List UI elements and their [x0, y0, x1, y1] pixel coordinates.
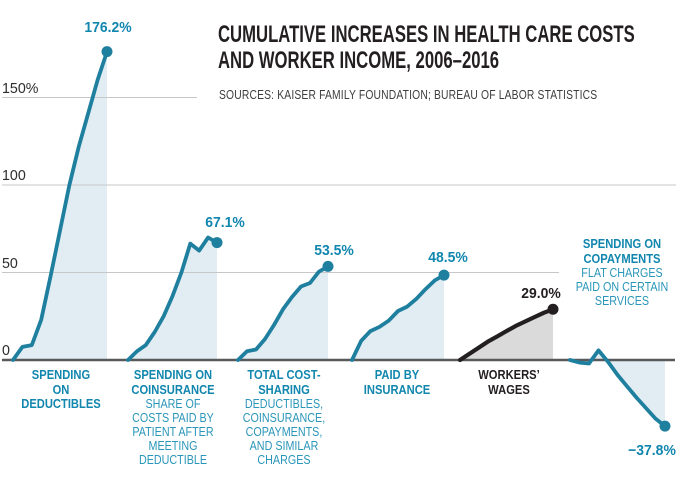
series-desc-line: DEDUCTIBLE [138, 453, 208, 467]
series-desc-line: AND SIMILAR [249, 439, 319, 453]
series-label-line: ON [52, 381, 70, 397]
series-value-label: 53.5% [314, 242, 354, 260]
series-label: TOTAL COST- SHARING DEDUCTIBLES, COINSURANC… [242, 367, 326, 467]
series-value-label: 176.2% [84, 18, 132, 36]
series-label-line: TOTAL COST- [247, 367, 321, 382]
series-desc-line: COINSURANCE, [242, 411, 326, 425]
series-label-line: SHARING [258, 381, 310, 397]
series-label-line: SPENDING ON [133, 367, 213, 382]
series-label-line: WAGES [488, 381, 530, 397]
series-label-line: PAID BY [374, 367, 420, 382]
chart-title-line-1: CUMULATIVE INCREASES IN HEALTH CARE COST… [218, 21, 635, 48]
y-axis-tick-label: 100 [2, 167, 26, 184]
title-block: CUMULATIVE INCREASES IN HEALTH CARE COST… [218, 22, 680, 74]
series-label-line: SPENDING ON [582, 236, 662, 251]
series-area-fill [238, 266, 328, 360]
series-value-label: 48.5% [428, 249, 468, 267]
series-label-line: DEDUCTIBLES [21, 396, 101, 411]
y-axis-tick-label: 50 [2, 254, 18, 272]
series-label-line: INSURANCE [363, 381, 431, 397]
series-line [236, 264, 330, 362]
series-line [457, 307, 556, 363]
series-value-label: 29.0% [521, 285, 561, 303]
series-desc-line: COSTS PAID BY [132, 411, 214, 425]
series-end-dot [101, 46, 113, 58]
series-label: SPENDING ON DEDUCTIBLES [21, 367, 101, 412]
series-area-fill [352, 275, 444, 360]
series-area-fill [570, 350, 665, 427]
series-value-label: −37.8% [628, 442, 676, 460]
series-end-dot [211, 237, 223, 249]
chart-title-line-2: AND WORKER INCOME, 2006–2016 [218, 47, 500, 74]
series-desc-line: PAID ON CERTAIN [575, 280, 669, 294]
series-line [568, 348, 667, 428]
series-desc-line: SHARE OF [145, 397, 201, 411]
series-line [11, 49, 109, 362]
series-label: SPENDING ON COPAYMENTS FLAT CHARGES PAID ON… [575, 236, 669, 308]
series-end-dot [547, 303, 559, 315]
series-area-fill [460, 309, 553, 360]
series-desc-line: MEETING [148, 439, 198, 453]
series-label-line: COINSURANCE [131, 381, 215, 397]
series-label: WORKERS’ WAGES [478, 367, 540, 397]
series-label-line: WORKERS’ [478, 367, 540, 382]
series-label-line: COPAYMENTS [583, 250, 661, 266]
series-desc-line: SERVICES [594, 294, 650, 308]
series-desc-line: COPAYMENTS, [245, 425, 323, 439]
series-end-dot [438, 269, 450, 281]
series-value-label: 67.1% [205, 213, 245, 231]
y-axis-tick-label: 150% [2, 79, 39, 97]
series-label: SPENDING ON COINSURANCE SHARE OF COSTS PAID… [131, 367, 215, 467]
series-desc-line: PATIENT AFTER [132, 425, 214, 439]
series-line [350, 273, 446, 362]
chart-sources: SOURCES: KAISER FAMILY FOUNDATION; BUREA… [219, 88, 598, 102]
y-axis-tick-label: 0 [2, 342, 10, 359]
series-label: PAID BY INSURANCE [363, 367, 431, 397]
series-label-line: SPENDING [31, 367, 91, 382]
series-line [126, 235, 219, 362]
series-desc-line: DEDUCTIBLES, [244, 397, 324, 411]
series-area-fill [13, 51, 107, 360]
series-end-dot [322, 260, 334, 272]
series-desc-line: CHARGES [257, 453, 311, 467]
series-desc-line: FLAT CHARGES [581, 266, 663, 280]
series-end-dot [659, 420, 671, 432]
